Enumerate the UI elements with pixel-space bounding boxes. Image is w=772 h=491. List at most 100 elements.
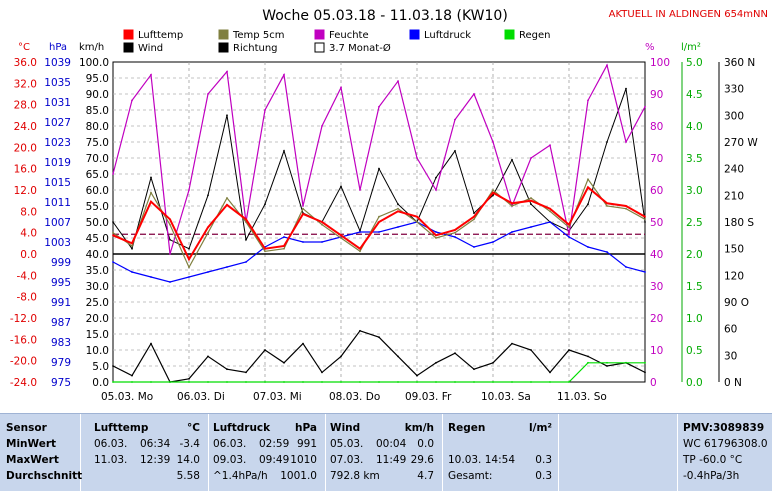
axis-units: °C hPa km/h % l/m² [18, 42, 701, 53]
data-point [473, 218, 475, 221]
data-point [568, 233, 570, 236]
cell-date: 06.03. [213, 438, 247, 450]
data-point [226, 368, 228, 371]
weather-chart: Woche 05.03.18 - 11.03.18 (KW10) AKTUELL… [10, 8, 768, 403]
data-point [587, 178, 589, 181]
legend-swatch [504, 29, 515, 40]
data-point [625, 266, 627, 268]
chart-title: Woche 05.03.18 - 11.03.18 (KW10) [262, 8, 508, 24]
cell-value: 14.0 [176, 454, 200, 466]
kmh-tick: 85.0 [86, 105, 109, 117]
wind-unit: km/h [404, 422, 434, 434]
data-point [454, 118, 456, 121]
cell-value: 29.6 [410, 454, 434, 466]
data-point [188, 377, 190, 380]
regen-header: Regen [448, 422, 486, 434]
cell-time: 02:59 [259, 438, 290, 450]
legend-swatch [218, 42, 229, 53]
data-point [188, 247, 190, 250]
table-divider [208, 414, 209, 491]
data-point [530, 203, 532, 206]
cell-value: 1001.0 [280, 470, 317, 482]
day-label: 09.03. Fr [405, 391, 452, 403]
data-point [568, 349, 570, 351]
data-point [340, 185, 342, 188]
data-point [264, 381, 266, 383]
cell-time: 11:49 [376, 454, 407, 466]
legend-swatch [218, 29, 229, 40]
rain-tick: 4.0 [686, 121, 703, 133]
data-point [226, 114, 228, 117]
data-point [359, 329, 361, 332]
dir-tick: 60 [724, 324, 737, 336]
hpa-tick: 991 [51, 297, 71, 309]
kmh-tick: 65.0 [86, 169, 109, 181]
data-point [492, 381, 494, 383]
data-point [625, 207, 627, 210]
temp-tick: -4.0 [17, 270, 38, 282]
cell-date: 10.03. 14:54 [448, 454, 515, 466]
rain-tick: 0.0 [686, 377, 703, 389]
kmh-unit: km/h [79, 42, 104, 53]
data-point [454, 236, 456, 238]
kmh-tick: 45.0 [86, 233, 109, 245]
data-point [511, 202, 513, 205]
data-point [606, 365, 608, 367]
cell-time: 09:49 [259, 454, 290, 466]
data-point [473, 93, 475, 95]
cell-date: 11.03. [94, 454, 128, 466]
data-point [321, 223, 323, 226]
data-point [302, 213, 304, 215]
statistics-table: Sensor MinWert MaxWert Durchschnitt Luft… [0, 413, 772, 491]
data-point [530, 381, 532, 383]
data-point [416, 157, 418, 159]
day-label: 08.03. Do [329, 391, 380, 403]
data-point [207, 355, 209, 358]
data-point [188, 381, 190, 383]
pmv-column: PMV:3089839 WC 61796308.0 TP -60.0 °C -0… [683, 414, 770, 491]
data-point [245, 371, 247, 374]
data-point [302, 205, 304, 207]
dir-tick: 240 [724, 164, 744, 176]
kmh-tick: 95.0 [86, 73, 109, 85]
data-point [397, 210, 399, 213]
data-point [492, 361, 494, 364]
data-point [150, 200, 152, 203]
rain-tick: 2.0 [686, 249, 703, 261]
data-point [435, 176, 437, 179]
data-point [302, 342, 304, 345]
temp-tick: 36.0 [14, 57, 37, 69]
series-lines [112, 63, 646, 383]
data-point [169, 253, 171, 255]
data-point [283, 247, 285, 250]
data-point [188, 258, 190, 261]
kmh-tick: 40.0 [86, 249, 109, 261]
hpa-tick: 979 [51, 357, 71, 369]
regen-column: Regen l/m² 10.03. 14:54 0.3 Gesamt: 0.3 [448, 414, 552, 491]
data-point [435, 231, 437, 233]
data-point [359, 381, 361, 383]
cell-date: 05.03. [330, 438, 364, 450]
pct-tick: 70 [650, 153, 663, 165]
data-point [511, 205, 513, 207]
data-point [454, 352, 456, 355]
data-point [226, 197, 228, 199]
data-point [112, 221, 114, 223]
row-label-max: MaxWert [6, 454, 59, 466]
pct-tick: 90 [650, 89, 663, 101]
data-point [644, 218, 646, 221]
kmh-tick: 30.0 [86, 281, 109, 293]
kmh-tick: 50.0 [86, 217, 109, 229]
legend-label: 3.7 Monat-Ø [329, 42, 391, 54]
data-point [131, 245, 133, 247]
temp-tick: -20.0 [10, 356, 37, 368]
pmv-line: TP -60.0 °C [683, 454, 743, 466]
cell-value: -3.4 [179, 438, 201, 450]
data-point [207, 194, 209, 197]
cell-time: 00:04 [376, 438, 407, 450]
data-point [549, 221, 551, 223]
kmh-tick: 90.0 [86, 89, 109, 101]
cell-value: 5.58 [176, 470, 200, 482]
data-point [606, 202, 608, 205]
pct-tick: 40 [650, 249, 663, 261]
